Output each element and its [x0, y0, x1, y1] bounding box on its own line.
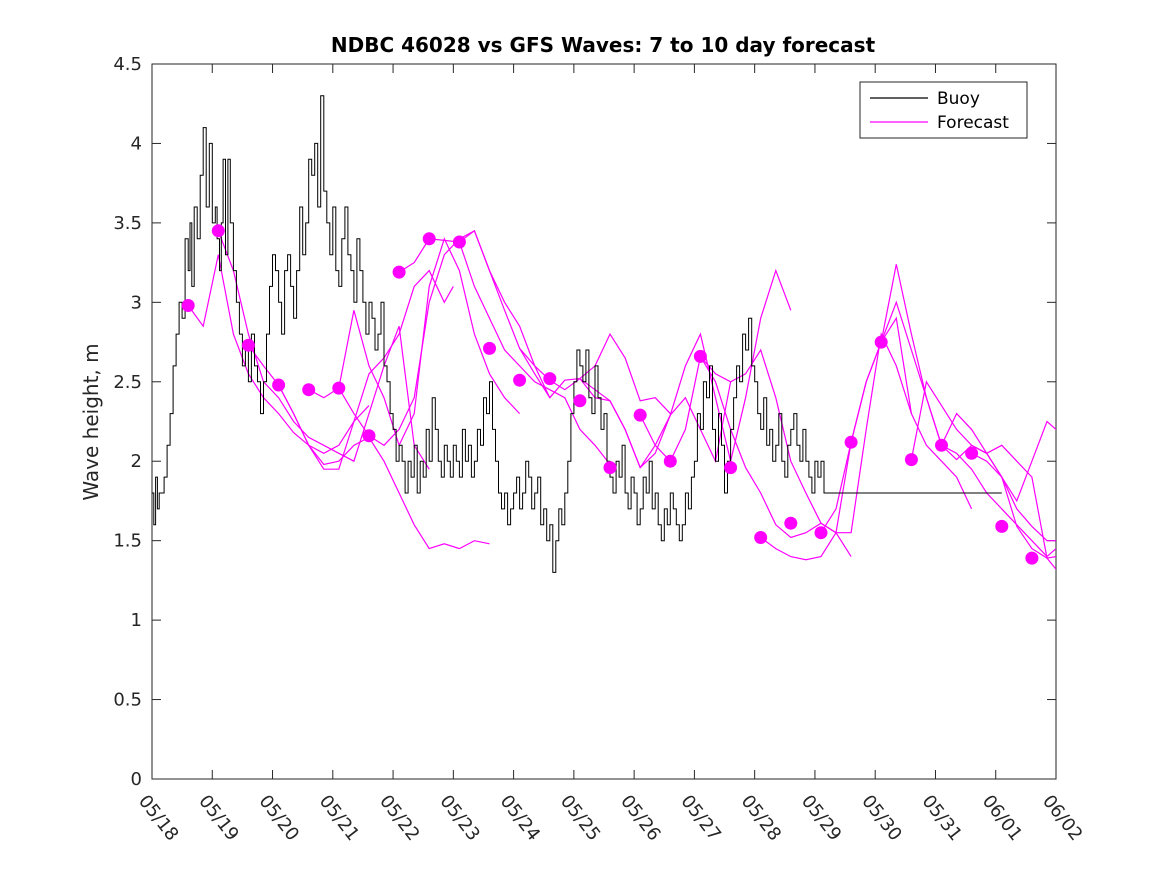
plot-frame	[151, 63, 1057, 780]
forecast-marker	[573, 394, 587, 408]
buoy-line	[152, 95, 1002, 573]
forecast-marker	[241, 338, 255, 352]
forecast-marker	[904, 453, 918, 467]
forecast-marker	[935, 438, 948, 452]
forecast-line	[579, 268, 792, 469]
forecast-marker	[784, 516, 798, 530]
forecast-marker	[272, 378, 286, 392]
y-tick-label: 2	[131, 451, 142, 472]
forecast-line	[308, 237, 521, 447]
forecast-line	[459, 229, 671, 415]
forecast-marker	[513, 373, 527, 387]
legend-frame	[859, 81, 1028, 139]
forecast-line	[278, 384, 490, 550]
forecast-marker	[483, 341, 496, 355]
y-tick-label: 1.5	[113, 531, 142, 552]
y-tick-label: 3	[131, 292, 142, 313]
legend-label: Forecast	[937, 113, 1009, 133]
forecast-line	[217, 230, 430, 470]
forecast-marker	[422, 232, 436, 246]
forecast-line	[971, 420, 1056, 503]
forecast-marker	[874, 335, 888, 349]
y-tick-label: 3.5	[113, 213, 142, 234]
forecast-line	[187, 254, 370, 454]
chart-title: NDBC 46028 vs GFS Waves: 7 to 10 day for…	[331, 33, 876, 57]
y-tick-label: 0	[131, 769, 142, 790]
forecast-marker	[332, 381, 346, 395]
forecast-marker	[995, 519, 1009, 533]
forecast-marker	[814, 526, 828, 540]
y-tick-label: 1	[131, 610, 142, 631]
forecast-marker	[693, 349, 707, 363]
forecast-marker	[724, 461, 738, 475]
forecast-marker	[543, 372, 557, 386]
legend: Buoy Forecast	[859, 81, 1028, 139]
y-tick-label: 0.5	[113, 690, 142, 711]
forecast-marker	[302, 383, 316, 397]
forecast-marker	[181, 299, 195, 312]
forecast-marker	[1025, 551, 1039, 565]
legend-label: Buoy	[937, 89, 980, 109]
y-tick-label: 4.5	[113, 54, 142, 75]
y-tick-label: 4	[131, 133, 142, 154]
forecast-marker	[965, 446, 979, 460]
forecast-marker	[844, 435, 858, 449]
y-axis-label: Wave height, m	[79, 343, 103, 500]
forecast-marker	[362, 429, 376, 443]
forecast-marker	[754, 531, 768, 544]
forecast-marker	[603, 461, 617, 475]
forecast-marker	[211, 224, 225, 238]
forecast-marker	[633, 408, 647, 422]
y-tick-label: 2.5	[113, 372, 142, 393]
forecast-marker	[392, 265, 406, 279]
forecast-marker	[663, 454, 677, 468]
forecast-line	[699, 332, 912, 534]
forecast-line	[639, 354, 852, 557]
forecast-marker	[452, 235, 466, 249]
